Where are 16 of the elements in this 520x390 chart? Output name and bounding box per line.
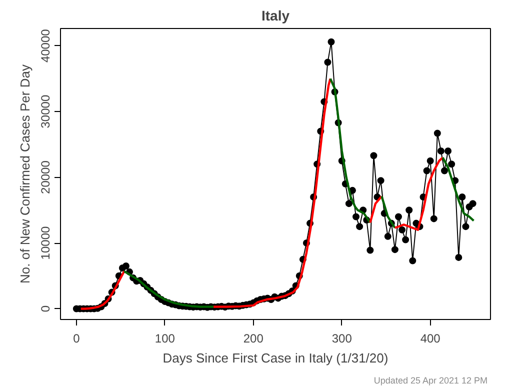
y-tick-label: 30000	[38, 94, 52, 128]
y-tick-label: 20000	[38, 160, 52, 194]
y-tick-label: 0	[38, 305, 52, 312]
x-tick-label: 200	[243, 332, 264, 346]
x-tick-label: 100	[154, 332, 176, 346]
x-axis-title: Days Since First Case in Italy (1/31/20)	[162, 350, 388, 366]
line-series	[442, 156, 475, 222]
x-tick-label: 0	[73, 332, 80, 346]
y-tick-label: 40000	[38, 28, 52, 63]
x-tick-label: 300	[332, 332, 352, 346]
y-axis-title: No. of New Confirmed Cases Per Day	[18, 64, 32, 284]
y-tick-label: 10000	[38, 226, 52, 260]
x-tick-label: 400	[420, 332, 441, 346]
line-series	[329, 78, 372, 224]
chart-title: Italy	[261, 8, 290, 24]
text: Updated 25 Apr 2021 12 PM	[374, 376, 488, 386]
